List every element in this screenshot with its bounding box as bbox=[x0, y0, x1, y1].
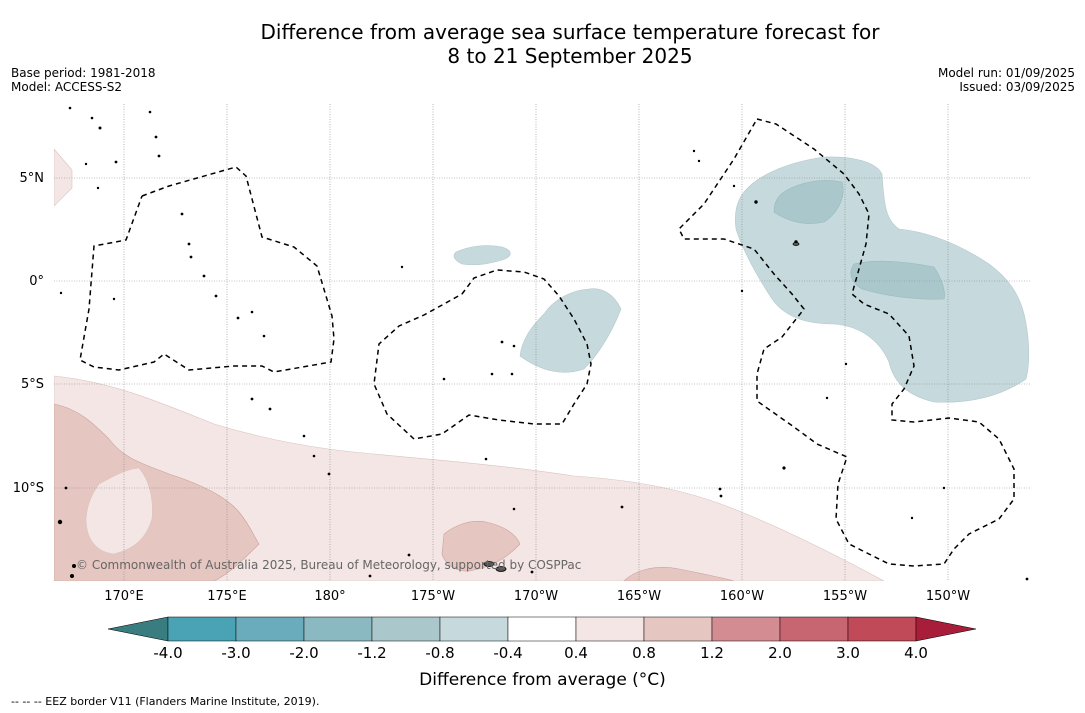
map-title: Difference from average sea surface temp… bbox=[0, 20, 1085, 68]
map-svg bbox=[54, 104, 1031, 581]
islands bbox=[57, 106, 1029, 581]
warm-anomaly-light-west bbox=[54, 148, 73, 207]
lat-label-5s: 5°S bbox=[20, 377, 44, 392]
colorbar-bin-9 bbox=[711, 616, 781, 642]
graticule bbox=[54, 104, 1031, 581]
lon-label-150w: 150°W bbox=[925, 589, 971, 604]
issued-date: Issued: 03/09/2025 bbox=[959, 80, 1075, 94]
colorbar-extend-low bbox=[107, 616, 169, 642]
colorbar-tick: -1.2 bbox=[357, 644, 387, 662]
colorbar-tick: 1.2 bbox=[700, 644, 724, 662]
model-name: Model: ACCESS-S2 bbox=[11, 80, 123, 94]
warm-anomaly-inner-cool bbox=[85, 467, 153, 555]
base-period: Base period: 1981-2018 bbox=[11, 66, 156, 80]
lon-label-160w: 160°W bbox=[719, 589, 765, 604]
colorbar-bin-7 bbox=[575, 616, 645, 642]
title-line-1: Difference from average sea surface temp… bbox=[260, 20, 880, 44]
eez-border-east bbox=[678, 118, 1015, 567]
colorbar-bin-5 bbox=[439, 616, 509, 642]
colorbar-bin-4 bbox=[371, 616, 441, 642]
colorbar-tick: -2.0 bbox=[289, 644, 319, 662]
warm-anomaly-patch-southeast bbox=[623, 567, 735, 581]
lon-label-175w: 175°W bbox=[410, 589, 456, 604]
lon-label-170w: 170°W bbox=[513, 589, 559, 604]
colorbar-tick: -3.0 bbox=[221, 644, 251, 662]
lat-label-10s: 10°S bbox=[12, 481, 44, 496]
lat-label-0: 0° bbox=[29, 274, 44, 289]
colorbar-svg bbox=[107, 616, 977, 642]
colorbar-bin-2 bbox=[235, 616, 305, 642]
colorbar-tick: 0.4 bbox=[564, 644, 588, 662]
colorbar-tick: 2.0 bbox=[768, 644, 792, 662]
colorbar-tick: -4.0 bbox=[153, 644, 183, 662]
eez-border-central bbox=[373, 269, 592, 440]
meta-left: Base period: 1981-2018 Model: ACCESS-S2 bbox=[11, 66, 156, 94]
lon-label-175e: 175°E bbox=[207, 589, 247, 604]
colorbar-label: Difference from average (°C) bbox=[419, 670, 666, 690]
colorbar-bin-3 bbox=[303, 616, 373, 642]
eez-borders bbox=[79, 118, 1015, 567]
meta-right: Model run: 01/09/2025 Issued: 03/09/2025 bbox=[938, 66, 1075, 94]
colorbar-tick: -0.4 bbox=[493, 644, 523, 662]
eez-footnote: -- -- -- EEZ border V11 (Flanders Marine… bbox=[11, 695, 320, 708]
model-run: Model run: 01/09/2025 bbox=[937, 66, 1075, 80]
map-area bbox=[54, 104, 1031, 581]
colorbar-bin-1 bbox=[167, 616, 237, 642]
colorbar-tick: 0.8 bbox=[632, 644, 656, 662]
colorbar bbox=[107, 616, 978, 648]
lon-label-155w: 155°W bbox=[822, 589, 868, 604]
colorbar-bin-10 bbox=[779, 616, 849, 642]
cool-anomaly-small bbox=[453, 245, 511, 266]
warm-anomaly-patch-south bbox=[441, 521, 521, 572]
colorbar-tick: 3.0 bbox=[836, 644, 860, 662]
lon-label-165w: 165°W bbox=[616, 589, 662, 604]
copyright-notice: © Commonwealth of Australia 2025, Bureau… bbox=[76, 558, 582, 572]
colorbar-extend-high bbox=[915, 616, 977, 642]
cool-anomaly-core-north bbox=[773, 180, 844, 224]
cool-anomaly-core-south bbox=[850, 260, 945, 300]
colorbar-bin-6 bbox=[507, 616, 577, 642]
colorbar-bin-8 bbox=[643, 616, 713, 642]
lat-label-5n: 5°N bbox=[19, 171, 45, 186]
colorbar-bin-11 bbox=[847, 616, 917, 642]
warm-anomaly-light bbox=[54, 375, 885, 581]
colorbar-tick: 4.0 bbox=[904, 644, 928, 662]
lon-label-180: 180° bbox=[314, 589, 346, 604]
colorbar-tick: -0.8 bbox=[425, 644, 455, 662]
cool-anomaly-central bbox=[519, 288, 622, 373]
title-line-2: 8 to 21 September 2025 bbox=[447, 44, 693, 68]
lon-label-170e: 170°E bbox=[104, 589, 144, 604]
eez-border-kiribati-west bbox=[79, 166, 335, 373]
